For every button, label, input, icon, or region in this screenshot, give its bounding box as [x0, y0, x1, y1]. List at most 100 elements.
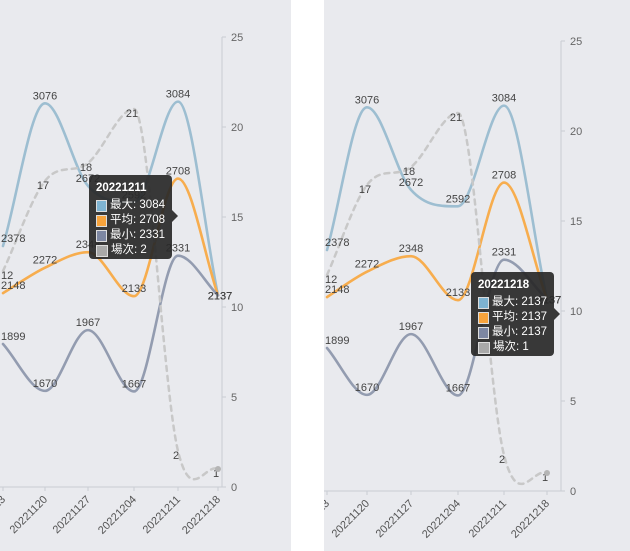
- data-label: 2272: [33, 255, 57, 267]
- x-tick-label: 20221127: [51, 494, 94, 537]
- data-label: 2378: [325, 237, 349, 249]
- x-tick-label: 20221204: [420, 498, 463, 541]
- tooltip-row: 場次: 2: [96, 243, 165, 258]
- data-label: 1667: [122, 378, 146, 390]
- data-label: 2331: [492, 247, 516, 259]
- data-label: 1899: [1, 331, 25, 343]
- tooltip-row: 場次: 1: [478, 340, 547, 355]
- data-label: 1967: [76, 317, 100, 329]
- tooltip-row-text: 平均: 2137: [492, 311, 547, 323]
- legend-swatch: [478, 326, 490, 339]
- tooltip-row: 最大: 2137: [478, 295, 547, 310]
- legend-swatch: [96, 214, 108, 227]
- legend-swatch: [96, 244, 108, 257]
- chart-panel-right: 0 5 10 15 20 25 20221113 20221120 20221127 202212…: [324, 0, 630, 551]
- series-line-最小: [1, 254, 220, 393]
- tooltip-row: 最小: 2137: [478, 325, 547, 340]
- data-label: 21: [126, 108, 138, 120]
- chart-panel-left: 0 5 10 15 20 25 20221113 20221120 20221127 202212…: [0, 0, 291, 551]
- tooltip-row-text: 最大: 3084: [110, 199, 165, 211]
- data-label: 18: [403, 166, 415, 178]
- data-label: 2348: [399, 243, 423, 255]
- tooltip-row-text: 最小: 2331: [110, 229, 165, 241]
- legend-swatch: [96, 229, 108, 242]
- legend-swatch: [478, 341, 490, 354]
- data-label: 2708: [492, 170, 516, 182]
- tooltip-row: 最小: 2331: [96, 228, 165, 243]
- tooltip-row-text: 平均: 2708: [110, 214, 165, 226]
- data-label: 2133: [446, 287, 470, 299]
- data-label: 18: [80, 162, 92, 174]
- x-tick-label: 20221127: [374, 498, 417, 541]
- x-tick-label: 20221120: [330, 498, 373, 541]
- data-label: 2137: [208, 290, 232, 302]
- y2-tick-label: 20: [231, 122, 243, 134]
- x-tick-label: 20221204: [96, 494, 139, 537]
- data-label: 2: [173, 450, 179, 462]
- data-label: 3076: [33, 90, 57, 102]
- data-label: 2672: [399, 177, 423, 189]
- y2-tick-label: 5: [231, 392, 237, 404]
- data-label: 1667: [446, 382, 470, 394]
- tooltip-row: 平均: 2137: [478, 310, 547, 325]
- y2-tick-label: 10: [231, 302, 243, 314]
- x-tick-label: 20221218: [180, 494, 223, 537]
- y2-tick-label: 0: [231, 482, 237, 494]
- tooltip-left: 20221211 最大: 3084 平均: 2708 最小: 2331 場次: 2: [89, 175, 178, 259]
- data-label: 1670: [355, 382, 379, 394]
- x-tick-label: 20221120: [8, 494, 51, 537]
- data-label: 12: [1, 270, 13, 282]
- data-label: 2148: [325, 284, 349, 296]
- x-tick-label: 20221211: [467, 498, 510, 541]
- y2-tick-label: 15: [570, 216, 582, 228]
- data-label: 1: [542, 472, 548, 484]
- data-label: 2148: [1, 280, 25, 292]
- y2-tick-label: 15: [231, 212, 243, 224]
- tooltip-row-text: 場次: 2: [111, 244, 147, 256]
- series-line-最大: [325, 104, 549, 301]
- data-label: 2137: [208, 290, 232, 302]
- data-label: 3084: [492, 93, 516, 105]
- data-label: 1670: [33, 378, 57, 390]
- series-line-場次: [1, 107, 220, 481]
- data-label: 1899: [325, 335, 349, 347]
- data-label: 1: [213, 468, 219, 480]
- y2-tick-label: 25: [570, 36, 582, 48]
- data-label: 2378: [1, 233, 25, 245]
- data-label: 2272: [355, 259, 379, 271]
- tooltip-row-text: 最小: 2137: [492, 326, 547, 338]
- tooltip-row-text: 最大: 2137: [492, 296, 547, 308]
- tooltip-row: 最大: 3084: [96, 198, 165, 213]
- tooltip-row-text: 場次: 1: [493, 341, 529, 353]
- tooltip-title: 20221211: [96, 182, 147, 194]
- legend-swatch: [478, 311, 490, 324]
- series-line-場次: [325, 111, 549, 486]
- y2-tick-label: 25: [231, 32, 243, 44]
- tooltip-title: 20221218: [478, 279, 530, 291]
- data-label: 12: [325, 274, 337, 286]
- data-label: 3076: [355, 94, 379, 106]
- legend-swatch: [478, 296, 490, 309]
- data-label: 2137: [208, 290, 232, 302]
- x-tick-label: 20221211: [141, 494, 184, 537]
- data-label: 1967: [399, 321, 423, 333]
- y2-tick-label: 5: [570, 396, 576, 408]
- legend-swatch: [96, 199, 108, 212]
- point-marker: [215, 466, 221, 472]
- point-marker: [544, 470, 550, 476]
- data-label: 3084: [166, 89, 190, 101]
- data-label: 2133: [122, 283, 146, 295]
- y2-tick-label: 0: [570, 486, 576, 498]
- series-line-平均: [1, 177, 220, 298]
- y2-tick-label: 10: [570, 306, 582, 318]
- data-label: 2: [499, 454, 505, 466]
- x-tick-label: 20221218: [509, 498, 552, 541]
- data-label: 17: [37, 180, 49, 192]
- x-tick-label: 20221113: [0, 494, 8, 536]
- tooltip-row: 平均: 2708: [96, 213, 165, 228]
- data-label: 2592: [446, 193, 470, 205]
- data-label: 17: [359, 184, 371, 196]
- data-label: 2708: [166, 166, 190, 178]
